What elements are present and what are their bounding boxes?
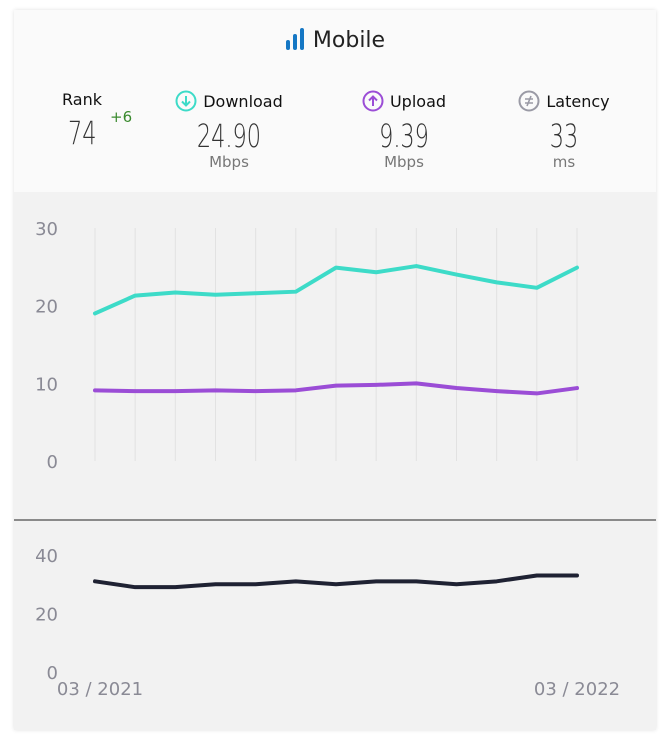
card-title: Mobile bbox=[14, 28, 656, 53]
y-tick-label: 0 bbox=[47, 452, 58, 473]
rank-change: +6 bbox=[110, 108, 133, 126]
upload-stat: Upload 9.39 Mbps bbox=[344, 90, 464, 170]
x-tick-label: 03 / 2021 bbox=[57, 679, 143, 700]
y-tick-label: 0 bbox=[47, 663, 58, 684]
arrow-down-circle-icon bbox=[175, 90, 197, 112]
series-line-0 bbox=[93, 573, 579, 590]
rank-label: Rank bbox=[62, 90, 102, 109]
latency-stat: Latency 33 ms bbox=[504, 90, 624, 170]
rank-stat: Rank 74 +6 bbox=[54, 90, 134, 151]
download-stat: Download 24.90 Mbps bbox=[164, 90, 294, 170]
y-tick-label: 30 bbox=[35, 219, 58, 240]
signal-bars-icon bbox=[285, 28, 304, 50]
x-tick-label: 03 / 2022 bbox=[534, 679, 620, 700]
arrow-up-circle-icon bbox=[362, 90, 384, 112]
y-tick-label: 10 bbox=[35, 374, 58, 395]
latency-value: 33 bbox=[549, 117, 579, 155]
upload-value: 9.39 bbox=[379, 117, 429, 155]
rank-value: 74 bbox=[68, 114, 97, 152]
mobile-card: Mobile Rank 74 +6 Download 24.90 Mbps Up… bbox=[14, 10, 656, 730]
latency-circle-icon bbox=[518, 90, 540, 112]
y-tick-label: 20 bbox=[35, 297, 58, 318]
stats-header: Mobile Rank 74 +6 Download 24.90 Mbps Up… bbox=[14, 10, 656, 192]
y-tick-label: 40 bbox=[35, 546, 58, 567]
download-value: 24.90 bbox=[196, 117, 262, 155]
y-tick-label: 20 bbox=[35, 605, 58, 626]
